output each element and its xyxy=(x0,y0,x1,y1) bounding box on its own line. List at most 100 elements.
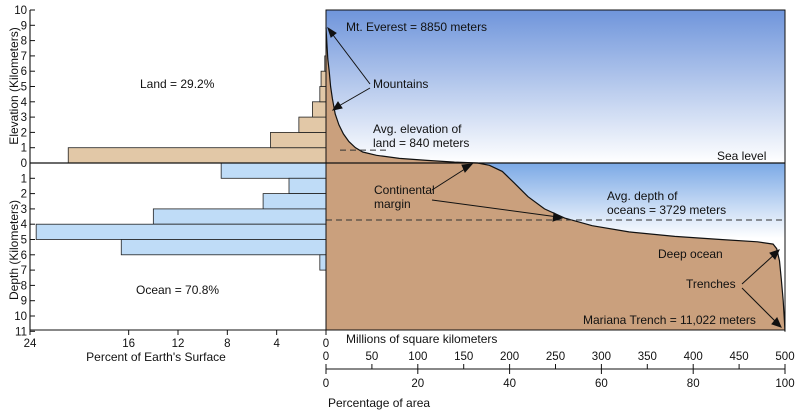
land-bar-5 xyxy=(320,70,327,87)
land-percent-label: Land = 29.2% xyxy=(140,77,215,91)
depth-tick-9: 9 xyxy=(21,296,27,308)
elevation-tick-2: 2 xyxy=(21,127,27,139)
pct-area-tick-60: 60 xyxy=(595,378,608,390)
pct-area-tick-40: 40 xyxy=(503,378,516,390)
area-tick-0: 0 xyxy=(323,351,329,363)
ocean-bar-2 xyxy=(262,193,327,210)
area-tick-100: 100 xyxy=(408,351,427,363)
mountains-arrowhead-upper xyxy=(327,26,337,38)
elevation-tick-1: 1 xyxy=(21,143,27,155)
trenches-arrow-lower xyxy=(741,287,779,325)
avg-elevation-annotation-line1: Avg. elevation of xyxy=(373,122,462,136)
trenches-arrow-upper xyxy=(741,252,777,285)
right-panel-frame xyxy=(325,9,786,331)
percent-tick-24: 24 xyxy=(24,338,37,350)
elevation-tick-7: 7 xyxy=(21,51,27,63)
percentage-axis-label: Percentage of area xyxy=(328,396,430,410)
elevation-tick-10: 10 xyxy=(14,5,27,17)
continental-margin-annotation-line1: Continental xyxy=(374,183,435,197)
deep-ocean-annotation: Deep ocean xyxy=(658,247,723,261)
percentage-axis: 0 20 40 60 80 100 xyxy=(323,369,795,390)
pct-area-tick-100: 100 xyxy=(775,378,794,390)
area-tick-400: 400 xyxy=(684,351,703,363)
depth-tick-7: 7 xyxy=(21,265,27,277)
depth-tick-3: 3 xyxy=(21,204,27,216)
ocean-bar-1 xyxy=(288,177,327,195)
avg-depth-annotation-line2: oceans = 3729 meters xyxy=(607,203,726,217)
annotation-arrows xyxy=(327,26,782,328)
continental-arrowhead-lower xyxy=(552,212,564,222)
ocean-percent-label: Ocean = 70.8% xyxy=(136,283,219,297)
ocean-bar-4 xyxy=(35,223,327,240)
elevation-tick-5: 5 xyxy=(21,82,27,94)
left-x-axis-ticks: 24 16 12 8 4 0 xyxy=(24,330,329,350)
area-tick-450: 450 xyxy=(730,351,749,363)
left-x-axis-label: Percent of Earth's Surface xyxy=(86,350,226,364)
area-tick-300: 300 xyxy=(592,351,611,363)
elevation-axis-label: Elevation (Kilometers) xyxy=(7,27,21,144)
percent-tick-16: 16 xyxy=(122,338,135,350)
ocean-bars xyxy=(35,162,327,271)
land-bar-0 xyxy=(67,147,327,164)
avg-depth-annotation-line1: Avg. depth of xyxy=(607,189,678,203)
land-bar-4 xyxy=(319,86,327,103)
ocean-bar-5 xyxy=(120,239,327,256)
land-bars xyxy=(67,55,327,164)
area-axis: 0 50 100 150 200 250 300 350 400 450 500 xyxy=(323,351,795,370)
land-bar-3 xyxy=(312,101,327,118)
area-tick-250: 250 xyxy=(546,351,565,363)
mountains-arrow-upper xyxy=(329,30,371,85)
depth-tick-5: 5 xyxy=(21,235,27,247)
continental-arrow-upper xyxy=(431,166,469,191)
pct-area-tick-80: 80 xyxy=(687,378,700,390)
land-bar-1 xyxy=(270,131,327,149)
land-bar-2 xyxy=(298,116,327,133)
elevation-tick-4: 4 xyxy=(21,97,28,109)
area-tick-50: 50 xyxy=(366,351,379,363)
elevation-tick-3: 3 xyxy=(21,112,27,124)
hypsometric-crust-area xyxy=(326,27,785,332)
continental-arrowhead-upper xyxy=(461,163,474,173)
depth-axis-label: Depth (Kilometers) xyxy=(7,200,21,300)
sea-level-annotation: Sea level xyxy=(717,149,766,163)
ocean-bar-0 xyxy=(220,162,327,179)
elevation-tick-9: 9 xyxy=(21,20,27,32)
depth-tick-6: 6 xyxy=(21,250,27,262)
mountains-arrow-lower xyxy=(336,87,371,108)
depth-tick-10: 10 xyxy=(14,311,27,323)
sky-region xyxy=(326,10,785,163)
depth-tick-1: 1 xyxy=(21,173,27,185)
pct-area-tick-0: 0 xyxy=(323,378,329,390)
ocean-bar-3 xyxy=(152,208,327,225)
elevation-tick-8: 8 xyxy=(21,36,27,48)
area-axis-label: Millions of square kilometers xyxy=(346,332,497,346)
continental-arrow-lower xyxy=(431,199,559,218)
elevation-tick-6: 6 xyxy=(21,66,27,78)
area-tick-350: 350 xyxy=(638,351,657,363)
depth-tick-8: 8 xyxy=(21,280,27,292)
everest-annotation: Mt. Everest = 8850 meters xyxy=(346,20,487,34)
depth-tick-2: 2 xyxy=(21,189,27,201)
percent-tick-0: 0 xyxy=(323,338,329,350)
avg-elevation-annotation-line2: land = 840 meters xyxy=(373,136,469,150)
mariana-annotation: Mariana Trench = 11,022 meters xyxy=(583,313,756,327)
elevation-tick-0: 0 xyxy=(21,158,27,170)
percent-tick-12: 12 xyxy=(172,338,185,350)
continental-margin-annotation-line2: margin xyxy=(374,197,411,211)
trenches-arrowhead-lower xyxy=(771,317,782,328)
depth-tick-4: 4 xyxy=(21,219,28,231)
pct-area-tick-20: 20 xyxy=(411,378,424,390)
area-tick-150: 150 xyxy=(454,351,473,363)
depth-tick-11: 11 xyxy=(15,326,27,338)
percent-tick-4: 4 xyxy=(273,338,280,350)
area-tick-200: 200 xyxy=(500,351,519,363)
ocean-bar-6 xyxy=(319,254,327,271)
mountains-arrowhead-lower xyxy=(331,101,343,111)
area-tick-500: 500 xyxy=(775,351,794,363)
trenches-arrowhead-upper xyxy=(769,249,780,260)
percent-tick-8: 8 xyxy=(224,338,230,350)
mountains-annotation: Mountains xyxy=(373,77,428,91)
trenches-annotation: Trenches xyxy=(686,277,736,291)
